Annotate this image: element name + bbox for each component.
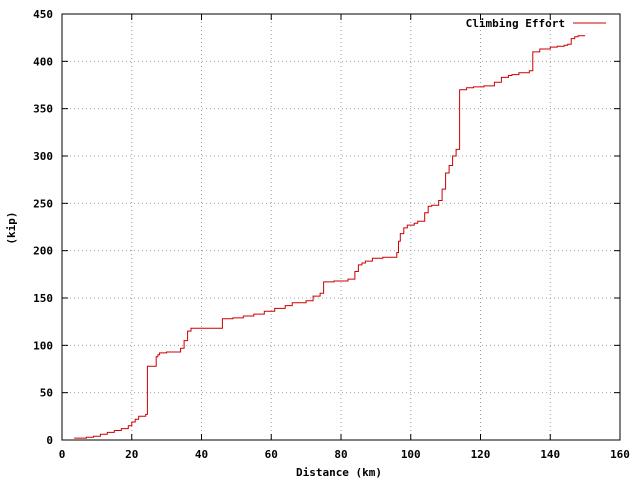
x-tick-label: 140 — [540, 448, 560, 461]
series-layer — [74, 35, 586, 439]
y-tick-label: 100 — [33, 339, 53, 352]
x-tick-label: 100 — [401, 448, 421, 461]
x-tick-label: 20 — [125, 448, 138, 461]
legend-label: Climbing Effort — [466, 17, 565, 30]
ticks-layer: 0 20 40 60 80 100 120 140 160 0 50 100 150 200 250 300 3… — [33, 8, 630, 461]
y-tick-label: 250 — [33, 197, 53, 210]
y-tick-label: 300 — [33, 150, 53, 163]
y-tick-label: 450 — [33, 8, 53, 21]
x-tick-label: 80 — [334, 448, 347, 461]
grid-layer — [62, 14, 620, 440]
legend: Climbing Effort — [466, 17, 606, 30]
y-tick-label: 200 — [33, 245, 53, 258]
x-tick-label: 160 — [610, 448, 630, 461]
x-tick-label: 120 — [471, 448, 491, 461]
series-line-climbing-effort — [74, 35, 586, 439]
y-tick-label: 50 — [40, 387, 53, 400]
x-tick-label: 60 — [265, 448, 278, 461]
y-tick-label: 0 — [46, 434, 53, 447]
x-axis-label: Distance (km) — [296, 466, 382, 479]
y-axis-label: (kip) — [5, 211, 18, 244]
y-tick-label: 400 — [33, 55, 53, 68]
x-tick-label: 0 — [59, 448, 66, 461]
plot-frame — [61, 13, 621, 441]
x-tick-label: 40 — [195, 448, 208, 461]
y-tick-label: 350 — [33, 103, 53, 116]
y-tick-label: 150 — [33, 292, 53, 305]
